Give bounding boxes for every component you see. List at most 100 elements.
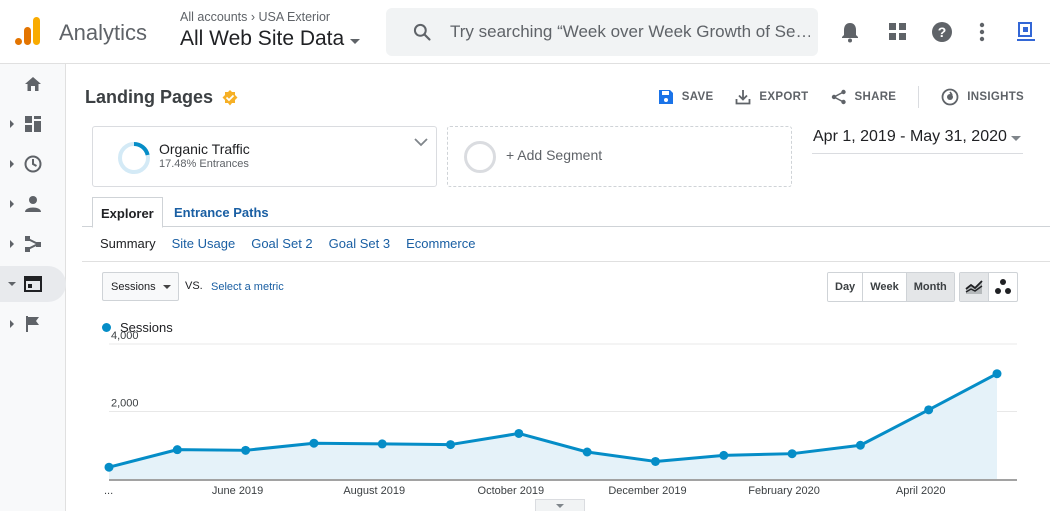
data-point [582, 447, 592, 457]
nav-behavior[interactable] [0, 266, 66, 302]
svg-text:?: ? [938, 24, 947, 40]
chevron-down-icon [163, 285, 171, 289]
granularity-toggle: Day Week Month [827, 272, 955, 302]
nav-realtime[interactable] [0, 146, 66, 182]
tab-explorer[interactable]: Explorer [92, 197, 163, 228]
nav-home[interactable] [0, 66, 66, 102]
apps-grid-icon[interactable] [886, 20, 910, 44]
expand-arrow-icon [10, 200, 14, 208]
subtab-goal-set-3[interactable]: Goal Set 3 [328, 236, 391, 251]
realtime-icon [24, 155, 42, 173]
collapse-arrow-icon [8, 282, 16, 286]
subtab-goal-set-2[interactable]: Goal Set 2 [251, 236, 313, 251]
data-point [787, 449, 797, 459]
breadcrumb-separator: › [250, 10, 259, 24]
series-line [108, 372, 998, 469]
subtab-summary[interactable]: Summary [100, 236, 156, 251]
series-area [109, 373, 997, 479]
bell-icon[interactable] [838, 20, 862, 44]
view-name: All Web Site Data [180, 27, 345, 50]
data-point [377, 439, 387, 449]
day-button[interactable]: Day [828, 273, 864, 301]
export-button[interactable]: EXPORT [735, 89, 808, 105]
date-range-picker[interactable]: Apr 1, 2019 - May 31, 2020 [812, 128, 1023, 154]
report-actions: SAVE EXPORT SHARE INSIGHTS [636, 86, 1024, 108]
vs-label: VS. [185, 280, 203, 292]
data-point [719, 450, 729, 460]
nav-acquisition[interactable] [0, 226, 66, 262]
line-chart-icon [965, 280, 983, 294]
chart-type-toggle [959, 272, 1018, 302]
download-icon [736, 90, 751, 105]
metric-dropdown[interactable]: Sessions [102, 272, 179, 301]
save-icon [658, 90, 673, 104]
app-name: Analytics [59, 20, 148, 45]
segment-card[interactable]: Organic Traffic 17.48% Entrances [92, 126, 437, 187]
page-title-text: Landing Pages [85, 87, 214, 107]
tab-entrance-paths[interactable]: Entrance Paths [174, 205, 269, 220]
data-point [172, 445, 182, 455]
line-chart-button[interactable] [960, 273, 989, 301]
expand-arrow-icon [10, 240, 14, 248]
analytics-logo-icon[interactable] [14, 16, 42, 46]
week-button[interactable]: Week [863, 273, 907, 301]
behavior-icon [24, 276, 42, 292]
segment-ring-icon [118, 142, 150, 174]
x-tick-label: December 2019 [608, 485, 686, 497]
chevron-down-icon [1011, 136, 1021, 141]
verified-badge-icon [222, 89, 238, 105]
legend-marker [102, 323, 111, 332]
chart-collapse-handle[interactable] [535, 499, 585, 511]
nav-conversions[interactable] [0, 306, 66, 342]
nav-customization[interactable] [0, 106, 66, 142]
help-icon[interactable]: ? [930, 20, 954, 44]
month-button[interactable]: Month [906, 273, 954, 301]
data-point [514, 428, 524, 438]
breadcrumb-all-accounts[interactable]: All accounts [180, 10, 248, 24]
audience-icon [25, 196, 41, 212]
chevron-down-icon [350, 38, 361, 44]
divider [82, 261, 1050, 262]
breadcrumb-account[interactable]: USA Exterior [258, 10, 331, 24]
insights-icon [941, 88, 959, 106]
subtab-site-usage[interactable]: Site Usage [171, 236, 236, 251]
add-segment-label: + Add Segment [506, 147, 603, 163]
x-tick-label: June 2019 [212, 485, 263, 497]
add-segment-button[interactable]: + Add Segment [447, 126, 792, 187]
search-icon [413, 23, 431, 41]
date-range-text: Apr 1, 2019 - May 31, 2020 [813, 128, 1007, 145]
x-tick-label: ... [104, 485, 113, 497]
y-tick-label: 4,000 [111, 330, 139, 342]
insights-button[interactable]: INSIGHTS [941, 88, 1024, 106]
segment-detail: 17.48% Entrances [159, 158, 249, 170]
subtab-ecommerce[interactable]: Ecommerce [406, 236, 476, 251]
acquisition-icon [25, 236, 41, 252]
data-point [650, 456, 660, 466]
account-breadcrumb[interactable]: All accounts › USA Exterior [180, 10, 330, 24]
search-input[interactable]: Try searching “Week over Week Growth of … [386, 8, 818, 56]
left-nav [0, 64, 66, 511]
x-tick-label: October 2019 [478, 485, 545, 497]
account-icon[interactable] [1014, 20, 1038, 44]
expand-arrow-icon [10, 160, 14, 168]
save-button[interactable]: SAVE [658, 89, 714, 105]
x-tick-label: February 2020 [748, 485, 820, 497]
view-selector[interactable]: All Web Site Data [180, 27, 361, 51]
share-button[interactable]: SHARE [831, 89, 897, 105]
data-point [992, 369, 1002, 379]
chevron-down-icon[interactable] [414, 137, 428, 147]
report-tabs: Explorer Entrance Paths [82, 197, 1050, 228]
top-bar: Analytics All accounts › USA Exterior Al… [0, 0, 1050, 64]
motion-chart-button[interactable] [989, 273, 1017, 301]
explorer-subtabs: Summary Site Usage Goal Set 2 Goal Set 3… [100, 236, 475, 251]
nav-audience[interactable] [0, 186, 66, 222]
chart-legend: Sessions [102, 320, 173, 335]
share-label: SHARE [854, 91, 897, 103]
share-icon [831, 89, 846, 105]
legend-label: Sessions [120, 320, 173, 335]
data-point [924, 405, 934, 415]
metric-selected: Sessions [111, 281, 156, 293]
select-metric-link[interactable]: Select a metric [211, 281, 284, 293]
more-vert-icon[interactable] [970, 20, 994, 44]
